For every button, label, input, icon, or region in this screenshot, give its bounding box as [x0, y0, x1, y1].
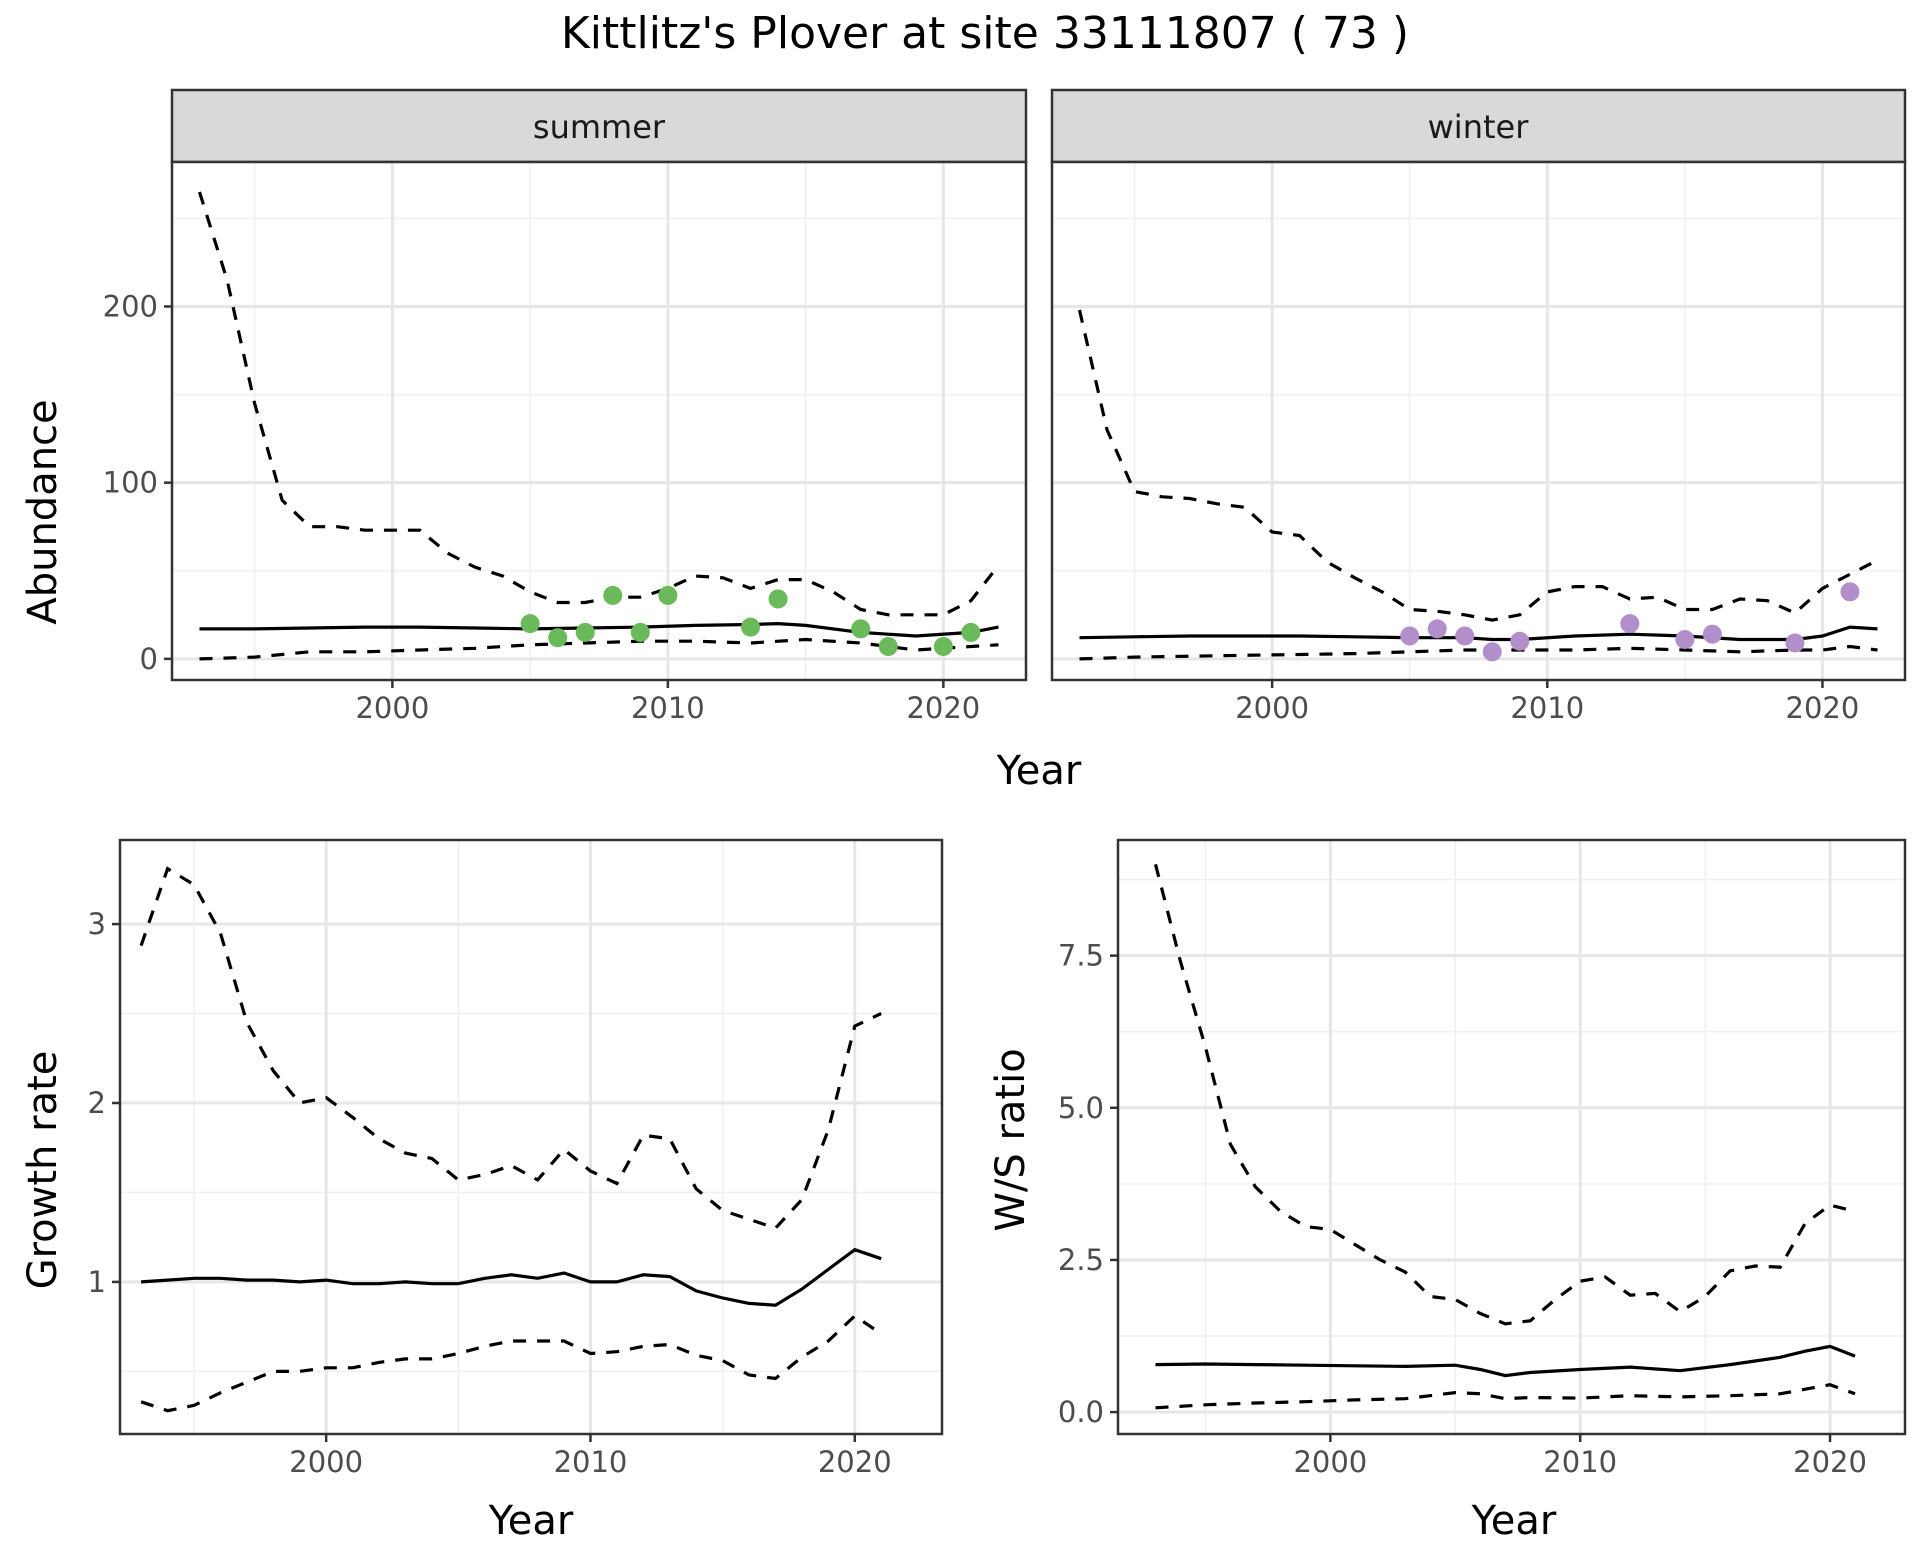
data-point	[658, 585, 678, 605]
data-point	[603, 585, 623, 605]
strip-summer	[170, 88, 1028, 164]
series-upper-ci	[197, 191, 1000, 617]
series-mean	[1155, 1344, 1856, 1378]
panel-growth-rate: 2000 2010 2020 1 2 3	[88, 838, 944, 1479]
data-point	[548, 628, 568, 648]
x-tick-label: 2000	[289, 1445, 363, 1479]
panel-border	[1116, 838, 1907, 1436]
data-point	[741, 617, 761, 637]
panel-ws-ratio: 2000 2010 2020 0.0 2.5 5.0 7.5	[1058, 838, 1907, 1479]
y-axis-title-ws: W/S ratio	[988, 1048, 1034, 1231]
strip-winter	[1050, 88, 1907, 164]
data-point	[878, 637, 898, 657]
x-tick-label: 2020	[818, 1445, 892, 1479]
x-tick-label: 2020	[906, 691, 980, 725]
data-point	[575, 622, 595, 642]
data-point	[1675, 629, 1695, 649]
panel-border	[170, 160, 1028, 682]
y-tick-label: 0	[140, 642, 158, 676]
y-axis-title-growth: Growth rate	[20, 1051, 66, 1290]
data-point	[520, 614, 540, 634]
y-tick-label: 5.0	[1058, 1091, 1104, 1125]
x-tick-label: 2020	[1793, 1445, 1867, 1479]
series-upper-ci	[139, 866, 882, 1231]
series-upper-ci	[1153, 863, 1856, 1326]
x-tick-label: 2010	[554, 1445, 628, 1479]
data-point	[1510, 631, 1530, 651]
x-tick-label: 2010	[1510, 691, 1584, 725]
y-tick-label: 100	[103, 466, 158, 500]
x-axis-title-ws: Year	[1471, 1498, 1557, 1544]
x-axis-title-growth: Year	[488, 1498, 574, 1544]
plot-background	[120, 840, 942, 1434]
y-tick-label: 1	[88, 1265, 106, 1299]
strip-label-summer: summer	[533, 108, 666, 146]
series-upper-ci	[1077, 309, 1879, 622]
data-point	[1785, 633, 1805, 653]
data-point	[1482, 642, 1502, 662]
panel-summer: summer 2000 2010 2020 0 100 200	[103, 88, 1028, 725]
panel-border	[1050, 160, 1907, 682]
y-axis-title-abundance: Abundance	[20, 399, 66, 624]
data-point	[851, 619, 871, 639]
strip-label-winter: winter	[1428, 108, 1530, 146]
x-tick-label: 2020	[1786, 691, 1860, 725]
data-point	[1702, 624, 1722, 644]
data-point	[1840, 582, 1860, 602]
y-tick-label: 0.0	[1058, 1395, 1104, 1429]
series-lower-ci	[199, 637, 999, 661]
y-tick-label: 200	[103, 289, 158, 323]
chart-title: Kittlitz's Plover at site 33111807 ( 73 …	[561, 8, 1409, 59]
y-tick-label: 3	[88, 907, 106, 941]
y-tick-label: 7.5	[1058, 939, 1104, 973]
data-point	[933, 637, 953, 657]
y-tick-label: 2.5	[1058, 1243, 1104, 1277]
data-point	[630, 622, 650, 642]
x-tick-label: 2000	[1293, 1445, 1367, 1479]
data-point	[1455, 626, 1475, 646]
series-mean	[140, 1247, 882, 1307]
x-tick-label: 2010	[631, 691, 705, 725]
x-tick-label: 2000	[355, 691, 429, 725]
data-point	[1427, 619, 1447, 639]
plot-background	[1052, 162, 1905, 680]
panel-winter: winter 2000 2010 2020	[1050, 88, 1907, 725]
x-axis-title-top: Year	[996, 748, 1082, 794]
x-tick-label: 2010	[1543, 1445, 1617, 1479]
data-point	[768, 589, 788, 609]
data-point	[961, 622, 981, 642]
x-tick-label: 2000	[1235, 691, 1309, 725]
plot-background	[1118, 840, 1905, 1434]
data-point	[1620, 614, 1640, 634]
panel-border	[118, 838, 944, 1436]
series-lower-ci	[140, 1313, 883, 1413]
plot-background	[172, 162, 1026, 680]
y-tick-label: 2	[88, 1086, 106, 1120]
data-point	[1400, 626, 1420, 646]
